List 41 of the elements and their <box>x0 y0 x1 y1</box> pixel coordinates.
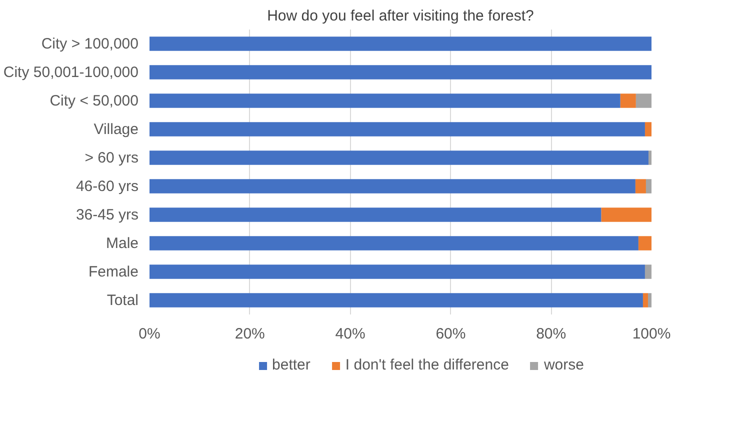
y-tick-label: Total <box>106 292 139 309</box>
x-tick-label: 100% <box>632 326 671 342</box>
x-tick-label: 0% <box>138 326 160 342</box>
y-tick-label: 46-60 yrs <box>76 178 139 195</box>
y-tick-label: City < 50,000 <box>50 92 139 110</box>
bar <box>150 236 638 250</box>
bar <box>150 179 636 194</box>
bar <box>150 264 645 279</box>
bar <box>648 150 652 165</box>
legend-label: better <box>272 356 310 374</box>
bar <box>638 236 652 250</box>
bar <box>644 264 652 279</box>
x-tick-label: 20% <box>234 326 265 342</box>
bar <box>636 94 652 108</box>
bar <box>646 179 652 194</box>
bar <box>644 122 652 136</box>
bar <box>620 94 636 108</box>
bar <box>635 179 646 194</box>
bar <box>150 293 643 308</box>
y-tick-label: 36-45 yrs <box>76 206 139 224</box>
bar <box>150 94 620 108</box>
x-tick-label: 60% <box>436 326 466 342</box>
y-tick-label: City 50,001-100,000 <box>3 64 139 81</box>
bar <box>150 65 652 80</box>
legend-label: I don't feel the difference <box>345 356 509 374</box>
y-tick-label: Male <box>106 234 139 252</box>
bar <box>150 36 652 51</box>
x-tick-label: 40% <box>335 326 366 342</box>
bar <box>150 208 602 222</box>
y-tick-label: > 60 yrs <box>84 149 139 166</box>
legend-label: worse <box>544 356 584 374</box>
y-tick-label: Village <box>94 120 139 138</box>
bar <box>642 293 648 308</box>
bar <box>150 122 645 136</box>
y-tick-label: City > 100,000 <box>41 35 139 52</box>
y-tick-label: Female <box>88 263 139 280</box>
bar <box>648 293 652 308</box>
bar <box>601 208 652 222</box>
x-tick-label: 80% <box>536 326 566 342</box>
bar <box>150 150 648 165</box>
chart-title: How do you feel after visiting the forest? <box>267 8 534 24</box>
